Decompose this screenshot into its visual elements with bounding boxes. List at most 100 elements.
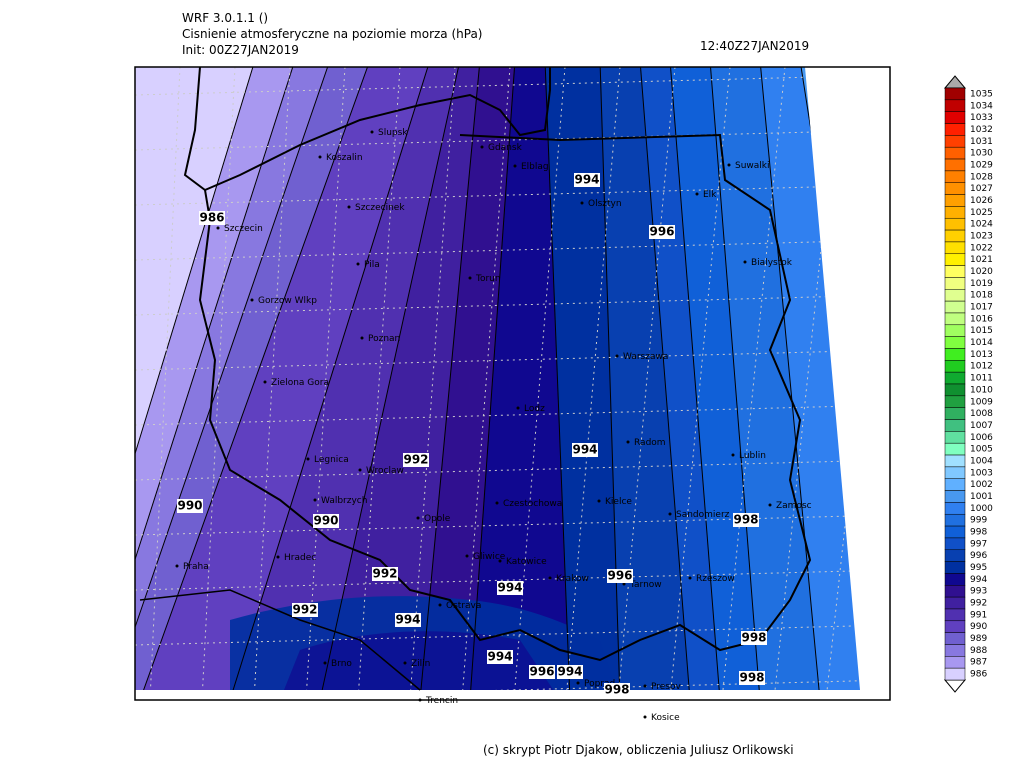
contour-label-box	[733, 513, 759, 527]
colorbar-label: 1000	[970, 504, 993, 514]
colorbar-cell	[944, 525, 966, 539]
colorbar-cell	[944, 277, 966, 290]
contour-label: 996	[529, 665, 554, 679]
city-label: Szczecinek	[355, 203, 405, 213]
city-label: Slupsk	[378, 128, 408, 138]
city-label: Tarnow	[629, 580, 662, 590]
colorbar-label: 1007	[970, 421, 993, 431]
contour-label-box	[199, 211, 225, 225]
colorbar-cell	[944, 419, 966, 432]
footer: (c) skrypt Piotr Djakow, obliczenia Juli…	[483, 743, 794, 757]
city-label: Presov	[651, 682, 682, 692]
colorbar-label: 1017	[970, 303, 993, 313]
contour-label-box	[741, 631, 767, 645]
pressure-band	[135, 67, 255, 690]
colorbar-cell	[944, 585, 966, 598]
colorbar-cell	[944, 170, 966, 183]
pressure-band	[640, 67, 720, 690]
colorbar-cell	[944, 87, 966, 101]
city-label: Katowice	[506, 557, 547, 567]
pressure-band	[140, 67, 430, 690]
city-label: Czestochowa	[503, 499, 562, 509]
grid-line	[721, 67, 786, 690]
city-marker	[498, 559, 502, 563]
colorbar-cell	[944, 360, 966, 373]
colorbar-cell	[944, 537, 966, 551]
city-marker	[513, 164, 517, 168]
city-label: Trencin	[425, 696, 458, 706]
isobar	[319, 67, 461, 690]
colorbar-label: 1034	[970, 101, 993, 111]
map-overlay: Slupsk Koszalin Gdansk Elblag Olsztyn Suwalki…	[134, 66, 891, 723]
city-marker	[370, 130, 374, 134]
city-marker	[468, 276, 472, 280]
colorbar-label: 1028	[970, 172, 993, 182]
contour-label: 994	[395, 613, 420, 627]
city-marker	[416, 516, 420, 520]
city-marker	[276, 555, 280, 559]
pressure-band	[470, 67, 570, 690]
city-marker	[403, 661, 407, 665]
colorbar-cell	[944, 336, 966, 349]
city-marker	[495, 501, 499, 505]
contour-label-box	[177, 499, 203, 513]
city-marker	[175, 564, 179, 568]
city-marker	[216, 226, 220, 230]
contour-label-box	[572, 443, 598, 457]
contour-label: 994	[487, 650, 512, 664]
colorbar-cell	[944, 573, 966, 586]
colorbar-label: 1010	[970, 385, 993, 395]
isobar	[135, 67, 296, 690]
city-marker	[743, 260, 747, 264]
colorbar-label: 1029	[970, 160, 993, 170]
colorbar-cell	[944, 146, 966, 160]
contour-label-box	[395, 613, 421, 627]
contour-label: 994	[497, 581, 522, 595]
colorbar-cell	[944, 656, 966, 669]
city-marker	[668, 512, 672, 516]
pressure-band	[600, 67, 690, 690]
contour-label: 996	[649, 225, 674, 239]
city-marker	[643, 715, 647, 719]
colorbar-cell	[944, 371, 966, 385]
colorbar-label: 1004	[970, 456, 993, 466]
border	[198, 133, 812, 662]
city-label: Kosice	[651, 713, 680, 723]
colorbar-label: 993	[970, 587, 987, 597]
isobar	[469, 67, 516, 690]
pressure-band	[760, 67, 860, 690]
city-label: Radom	[634, 438, 666, 448]
city-label: Warszawa	[623, 352, 668, 362]
colorbar-cell	[944, 182, 966, 195]
pressure-band	[135, 67, 295, 690]
city-marker	[418, 698, 422, 702]
contour-label: 998	[733, 513, 758, 527]
contour-label-box	[557, 665, 583, 679]
colorbar-cell	[944, 194, 966, 207]
contour-label: 994	[574, 173, 599, 187]
city-marker	[347, 205, 351, 209]
city-marker	[516, 406, 520, 410]
city-label: Olsztyn	[588, 199, 622, 209]
colorbar-cell	[944, 111, 966, 124]
city-marker	[438, 603, 442, 607]
isobar	[135, 67, 256, 690]
colorbar-label: 1024	[970, 220, 993, 230]
pressure-field	[135, 67, 860, 690]
pressure-band	[135, 67, 330, 690]
contour-label: 994	[557, 665, 582, 679]
city-marker	[313, 498, 317, 502]
colorbar-label: 1016	[970, 314, 993, 324]
city-marker	[480, 145, 484, 149]
city-marker	[356, 262, 360, 266]
grid-line	[357, 67, 401, 690]
colorbar-label: 1009	[970, 397, 993, 407]
pressure-band	[280, 631, 560, 690]
colorbar-label: 1027	[970, 184, 993, 194]
city-marker	[318, 155, 322, 159]
isobar	[599, 67, 621, 690]
contour-label: 990	[313, 514, 338, 528]
colorbar-cell	[944, 466, 966, 479]
colorbar-label: 1020	[970, 267, 993, 277]
colorbar-label: 1014	[970, 338, 993, 348]
